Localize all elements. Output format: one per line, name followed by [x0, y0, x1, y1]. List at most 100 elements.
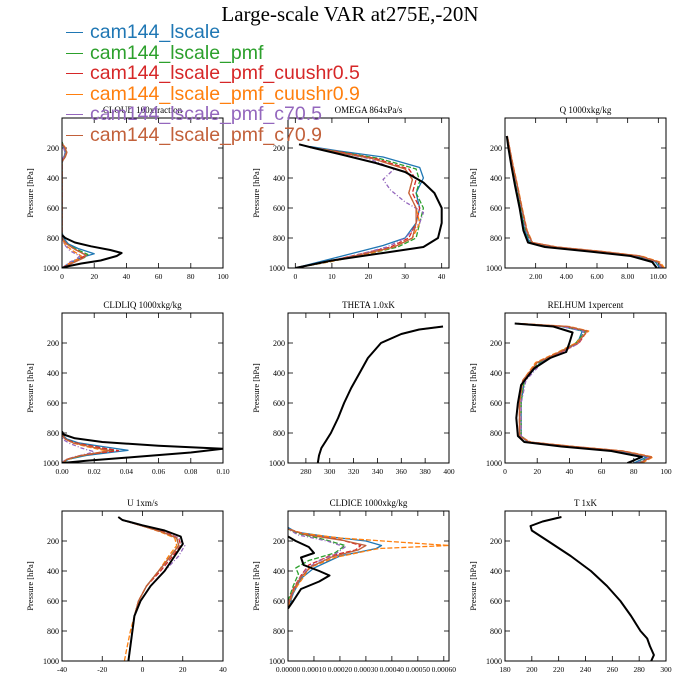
x-tick-label: 240: [580, 665, 592, 674]
x-tick-label: 40: [566, 467, 574, 476]
x-tick-label: 8.00: [621, 272, 634, 281]
series-line: [317, 325, 444, 463]
x-tick-label: 0: [141, 665, 145, 674]
series-line: [62, 143, 81, 268]
series-line: [288, 528, 449, 608]
plot-frame: [61, 312, 224, 464]
y-tick-label: 400: [47, 567, 59, 576]
series-line: [317, 325, 444, 463]
series-line: [317, 325, 444, 463]
x-tick-label: -20: [97, 665, 107, 674]
x-tick-label: 0.00010: [302, 665, 327, 674]
y-tick-label: 200: [47, 537, 59, 546]
panel-title: Q 1000xkg/kg: [560, 105, 612, 115]
y-tick-label: 1000: [43, 264, 59, 273]
x-tick-label: 0: [60, 272, 64, 281]
y-tick-label: 800: [47, 627, 59, 636]
series-line: [62, 143, 87, 268]
x-tick-label: 0.00020: [328, 665, 353, 674]
x-tick-label: 20: [365, 272, 373, 281]
legend-swatch: [66, 114, 83, 115]
x-tick-label: 360: [396, 467, 408, 476]
x-tick-label: 20: [179, 665, 187, 674]
y-tick-label: 400: [490, 174, 502, 183]
panel-title: THETA 1.0xK: [342, 300, 395, 310]
x-tick-label: 4.00: [560, 272, 573, 281]
y-tick-label: 800: [273, 234, 285, 243]
x-tick-label: 100: [660, 467, 672, 476]
legend-swatch: [66, 32, 83, 33]
legend-swatch: [66, 93, 83, 95]
series-line: [529, 516, 655, 661]
y-tick-label: 200: [273, 537, 285, 546]
x-tick-label: 180: [499, 665, 511, 674]
x-tick-label: 0.00: [55, 467, 68, 476]
chart-panel: CLDICE 1000xkg/kg Pressure [hPa] 200 400 600…: [251, 498, 456, 674]
y-axis-label: Pressure [hPa]: [251, 363, 261, 413]
legend-swatch: [66, 52, 83, 54]
x-tick-label: 0.00050: [406, 665, 431, 674]
x-tick-label: 200: [526, 665, 538, 674]
series-line: [529, 516, 655, 661]
series-line: [62, 141, 95, 268]
series-line: [506, 135, 661, 268]
x-tick-label: 0.00060: [432, 665, 457, 674]
y-tick-label: 600: [273, 399, 285, 408]
y-tick-label: 200: [490, 339, 502, 348]
y-tick-label: 600: [47, 597, 59, 606]
y-axis-label: Pressure [hPa]: [468, 561, 478, 611]
plot-frame: [287, 510, 450, 662]
series-line: [62, 435, 95, 463]
series-line: [506, 135, 662, 268]
series-line: [506, 135, 662, 268]
x-tick-label: 0.02: [88, 467, 101, 476]
y-tick-label: 200: [490, 537, 502, 546]
x-tick-label: 10: [328, 272, 336, 281]
series-line: [529, 516, 655, 661]
y-tick-label: 1000: [486, 459, 502, 468]
x-tick-label: -40: [57, 665, 67, 674]
x-tick-label: 0.00000: [276, 665, 301, 674]
series-line: [317, 325, 444, 463]
x-tick-label: 20: [90, 272, 98, 281]
series-line: [529, 516, 655, 661]
y-tick-label: 200: [273, 339, 285, 348]
x-tick-label: 400: [443, 467, 455, 476]
x-tick-label: 40: [219, 665, 227, 674]
series-line: [62, 234, 123, 268]
x-tick-label: 0: [293, 272, 297, 281]
y-tick-label: 400: [273, 174, 285, 183]
series-line: [529, 516, 655, 661]
x-tick-label: 320: [348, 467, 360, 476]
plot-frame: [61, 510, 224, 662]
legend-swatch: [66, 134, 83, 136]
y-axis-label: Pressure [hPa]: [251, 561, 261, 611]
y-tick-label: 400: [273, 369, 285, 378]
x-tick-label: 20: [533, 467, 541, 476]
x-tick-label: 260: [607, 665, 619, 674]
x-tick-label: 0: [503, 467, 507, 476]
series-line: [518, 322, 654, 463]
x-tick-label: 10.00: [650, 272, 667, 281]
x-tick-label: 0.00030: [354, 665, 379, 674]
series-line: [62, 431, 223, 463]
legend-label: cam144_lscale: [90, 21, 221, 43]
y-tick-label: 1000: [269, 459, 285, 468]
y-tick-label: 200: [490, 144, 502, 153]
legend-swatch: [66, 73, 83, 74]
y-axis-label: Pressure [hPa]: [25, 363, 35, 413]
panel-title: U 1xm/s: [127, 498, 158, 508]
y-tick-label: 200: [47, 144, 59, 153]
series-line: [288, 528, 367, 606]
y-tick-label: 400: [273, 567, 285, 576]
series-line: [295, 146, 417, 268]
panel-title: OMEGA 864xPa/s: [335, 105, 403, 115]
panel-title: CLDLIQ 1000xkg/kg: [103, 300, 182, 310]
y-tick-label: 1000: [43, 459, 59, 468]
x-tick-label: 340: [372, 467, 384, 476]
series-line: [288, 528, 346, 602]
